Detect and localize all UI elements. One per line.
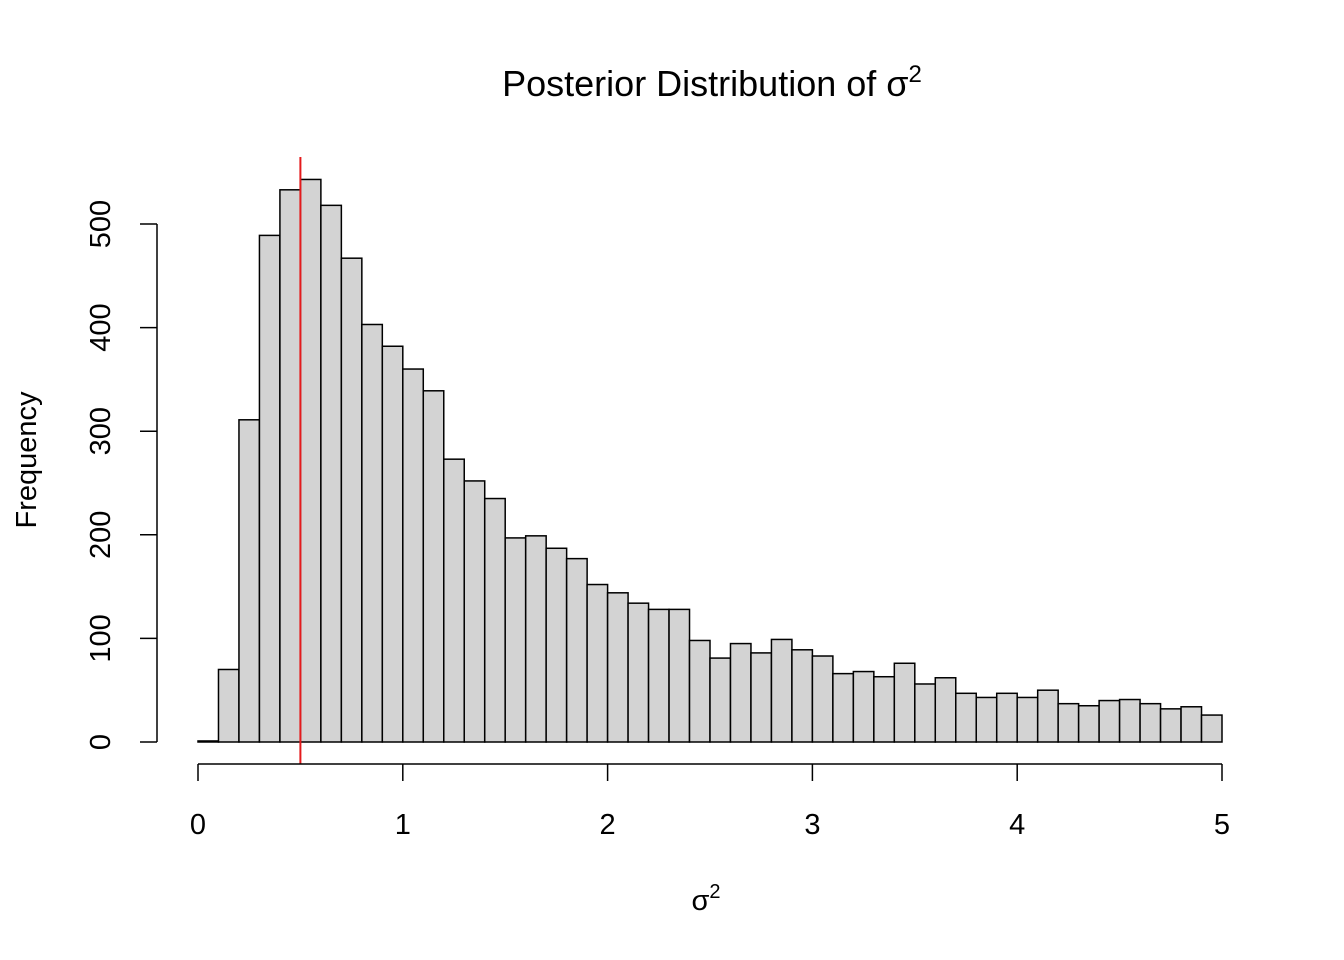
histogram-bar	[627, 602, 650, 743]
histogram-bar	[504, 537, 527, 743]
histogram-bar	[852, 670, 875, 743]
x-axis-label: σ2	[691, 881, 720, 917]
histogram-bar	[463, 480, 486, 743]
histogram-bar	[524, 535, 547, 743]
histogram-bar	[586, 583, 609, 743]
x-axis: 0 1 2 3 4 5	[190, 763, 1230, 841]
histogram-bar	[443, 458, 465, 743]
histogram-bar	[914, 683, 937, 743]
histogram-bar	[238, 419, 261, 743]
histogram-bar	[1036, 689, 1059, 743]
histogram-bar	[647, 608, 670, 743]
histogram-bar	[1180, 706, 1203, 743]
y-tick-label: 400	[85, 303, 117, 351]
chart-title: Posterior Distribution of σ2	[502, 61, 922, 104]
y-axis-label: Frequency	[11, 391, 43, 529]
chart-title-superscript: 2	[909, 61, 922, 88]
x-tick-label: 5	[1214, 809, 1230, 841]
x-tick-label: 3	[804, 809, 820, 841]
histogram-bar	[770, 638, 793, 743]
y-tick-label: 0	[85, 734, 117, 750]
histogram-bar	[1077, 704, 1100, 743]
y-axis: 0 100 200 300 400 500	[85, 200, 158, 750]
histogram-bar	[197, 740, 220, 743]
histogram-bar	[668, 608, 691, 743]
histogram-bar	[606, 592, 629, 743]
x-tick-label: 4	[1009, 809, 1025, 841]
x-tick-label: 2	[600, 809, 616, 841]
chart-title-text: Posterior Distribution of σ	[502, 63, 908, 104]
histogram-bar	[258, 234, 281, 743]
histogram-bar	[320, 204, 343, 743]
histogram-bar	[1139, 702, 1162, 743]
y-tick-label: 300	[85, 407, 117, 455]
histogram-bar	[811, 655, 834, 743]
histogram-bar	[217, 668, 240, 743]
histogram-bar	[1118, 698, 1141, 743]
x-axis-label-superscript: 2	[709, 881, 720, 903]
histogram-bar	[832, 672, 855, 743]
histogram-bar	[422, 390, 445, 743]
histogram-bar	[340, 257, 363, 743]
histogram-bar	[361, 323, 384, 743]
histogram-bar	[279, 189, 302, 743]
histogram-bars	[197, 178, 1223, 743]
histogram-bar	[299, 178, 322, 743]
histogram-bar	[934, 677, 957, 743]
y-tick-label: 500	[85, 200, 117, 248]
histogram-bar	[791, 649, 814, 743]
histogram-bar	[1159, 708, 1182, 743]
histogram-bar	[975, 696, 998, 743]
x-tick-label: 1	[395, 809, 411, 841]
y-tick-label: 200	[85, 511, 117, 559]
x-axis-label-text: σ	[691, 885, 709, 917]
histogram-bar	[483, 497, 506, 743]
histogram-bar	[955, 692, 977, 743]
histogram-bar	[709, 657, 732, 743]
histogram-bar	[729, 642, 752, 743]
histogram-bar	[381, 345, 404, 743]
histogram-bar	[402, 368, 425, 743]
histogram-bar	[995, 692, 1018, 743]
histogram-bar	[1200, 714, 1223, 743]
histogram-bar	[688, 639, 711, 743]
histogram-bar	[893, 662, 916, 743]
histogram-bar	[750, 652, 773, 743]
y-tick-label: 100	[85, 614, 117, 662]
histogram-bar	[1057, 702, 1080, 743]
histogram-bar	[545, 547, 568, 743]
histogram-bar	[873, 675, 896, 743]
histogram-bar	[1016, 696, 1039, 743]
histogram-bar	[565, 557, 588, 743]
x-tick-label: 0	[190, 809, 206, 841]
histogram-bar	[1098, 699, 1121, 743]
